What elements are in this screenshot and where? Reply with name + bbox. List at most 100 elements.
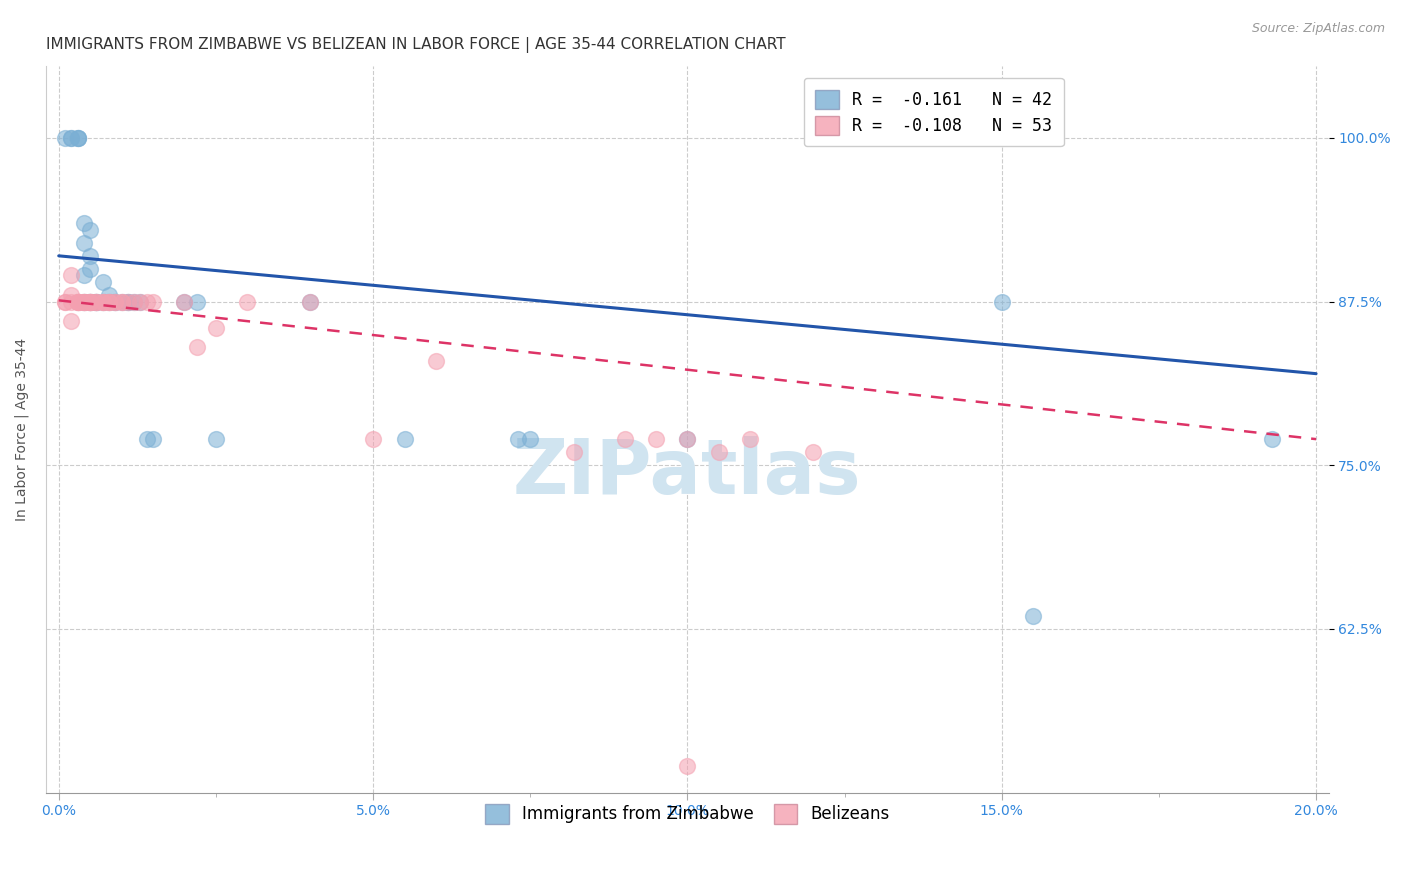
Point bbox=[66, 294, 89, 309]
Text: ZIPatlas: ZIPatlas bbox=[513, 436, 862, 510]
Point bbox=[299, 294, 322, 309]
Point bbox=[79, 294, 101, 309]
Point bbox=[186, 341, 208, 355]
Point bbox=[86, 294, 108, 309]
Point bbox=[73, 216, 96, 230]
Point bbox=[562, 445, 585, 459]
Point bbox=[98, 294, 121, 309]
Point bbox=[299, 294, 322, 309]
Point bbox=[142, 294, 165, 309]
Point bbox=[86, 294, 108, 309]
Point bbox=[79, 294, 101, 309]
Point bbox=[66, 131, 89, 145]
Point bbox=[79, 294, 101, 309]
Point bbox=[122, 294, 145, 309]
Point bbox=[73, 235, 96, 250]
Point bbox=[117, 294, 139, 309]
Point bbox=[66, 131, 89, 145]
Point bbox=[506, 432, 529, 446]
Point bbox=[79, 294, 101, 309]
Point bbox=[53, 131, 76, 145]
Legend: Immigrants from Zimbabwe, Belizeans: Immigrants from Zimbabwe, Belizeans bbox=[474, 793, 901, 835]
Text: IMMIGRANTS FROM ZIMBABWE VS BELIZEAN IN LABOR FORCE | AGE 35-44 CORRELATION CHAR: IMMIGRANTS FROM ZIMBABWE VS BELIZEAN IN … bbox=[46, 37, 786, 54]
Point bbox=[110, 294, 132, 309]
Point bbox=[86, 294, 108, 309]
Point bbox=[135, 432, 157, 446]
Point bbox=[79, 294, 101, 309]
Point bbox=[110, 294, 132, 309]
Point bbox=[60, 294, 83, 309]
Point bbox=[73, 294, 96, 309]
Point bbox=[676, 432, 699, 446]
Point bbox=[73, 294, 96, 309]
Text: Source: ZipAtlas.com: Source: ZipAtlas.com bbox=[1251, 22, 1385, 36]
Point bbox=[86, 294, 108, 309]
Point bbox=[129, 294, 152, 309]
Point bbox=[91, 294, 114, 309]
Point bbox=[79, 261, 101, 276]
Point bbox=[519, 432, 541, 446]
Point bbox=[60, 288, 83, 302]
Point bbox=[129, 294, 152, 309]
Point bbox=[205, 432, 228, 446]
Point bbox=[613, 432, 636, 446]
Point bbox=[173, 294, 195, 309]
Point bbox=[86, 294, 108, 309]
Point bbox=[60, 314, 83, 328]
Point bbox=[205, 321, 228, 335]
Point bbox=[676, 759, 699, 773]
Point bbox=[425, 353, 447, 368]
Point bbox=[676, 432, 699, 446]
Point bbox=[91, 275, 114, 289]
Point bbox=[79, 222, 101, 236]
Point bbox=[117, 294, 139, 309]
Point bbox=[66, 294, 89, 309]
Point bbox=[66, 294, 89, 309]
Point bbox=[60, 268, 83, 283]
Point bbox=[236, 294, 259, 309]
Point bbox=[86, 294, 108, 309]
Point bbox=[394, 432, 416, 446]
Point bbox=[73, 294, 96, 309]
Point bbox=[79, 294, 101, 309]
Point bbox=[135, 294, 157, 309]
Point bbox=[361, 432, 384, 446]
Point bbox=[91, 294, 114, 309]
Point bbox=[142, 432, 165, 446]
Point bbox=[98, 294, 121, 309]
Point bbox=[66, 294, 89, 309]
Point bbox=[104, 294, 127, 309]
Point bbox=[645, 432, 668, 446]
Point bbox=[1261, 432, 1284, 446]
Point bbox=[173, 294, 195, 309]
Point bbox=[91, 294, 114, 309]
Point bbox=[91, 294, 114, 309]
Point bbox=[53, 294, 76, 309]
Y-axis label: In Labor Force | Age 35-44: In Labor Force | Age 35-44 bbox=[15, 338, 30, 521]
Point bbox=[66, 294, 89, 309]
Point bbox=[1022, 608, 1045, 623]
Point bbox=[104, 294, 127, 309]
Point bbox=[117, 294, 139, 309]
Point bbox=[104, 294, 127, 309]
Point bbox=[73, 268, 96, 283]
Point bbox=[98, 294, 121, 309]
Point bbox=[79, 294, 101, 309]
Point bbox=[98, 288, 121, 302]
Point bbox=[73, 294, 96, 309]
Point bbox=[79, 249, 101, 263]
Point bbox=[707, 445, 730, 459]
Point bbox=[104, 294, 127, 309]
Point bbox=[122, 294, 145, 309]
Point bbox=[98, 294, 121, 309]
Point bbox=[60, 131, 83, 145]
Point bbox=[60, 131, 83, 145]
Point bbox=[53, 294, 76, 309]
Point bbox=[110, 294, 132, 309]
Point bbox=[801, 445, 824, 459]
Point bbox=[740, 432, 762, 446]
Point bbox=[73, 294, 96, 309]
Point bbox=[186, 294, 208, 309]
Point bbox=[66, 131, 89, 145]
Point bbox=[990, 294, 1012, 309]
